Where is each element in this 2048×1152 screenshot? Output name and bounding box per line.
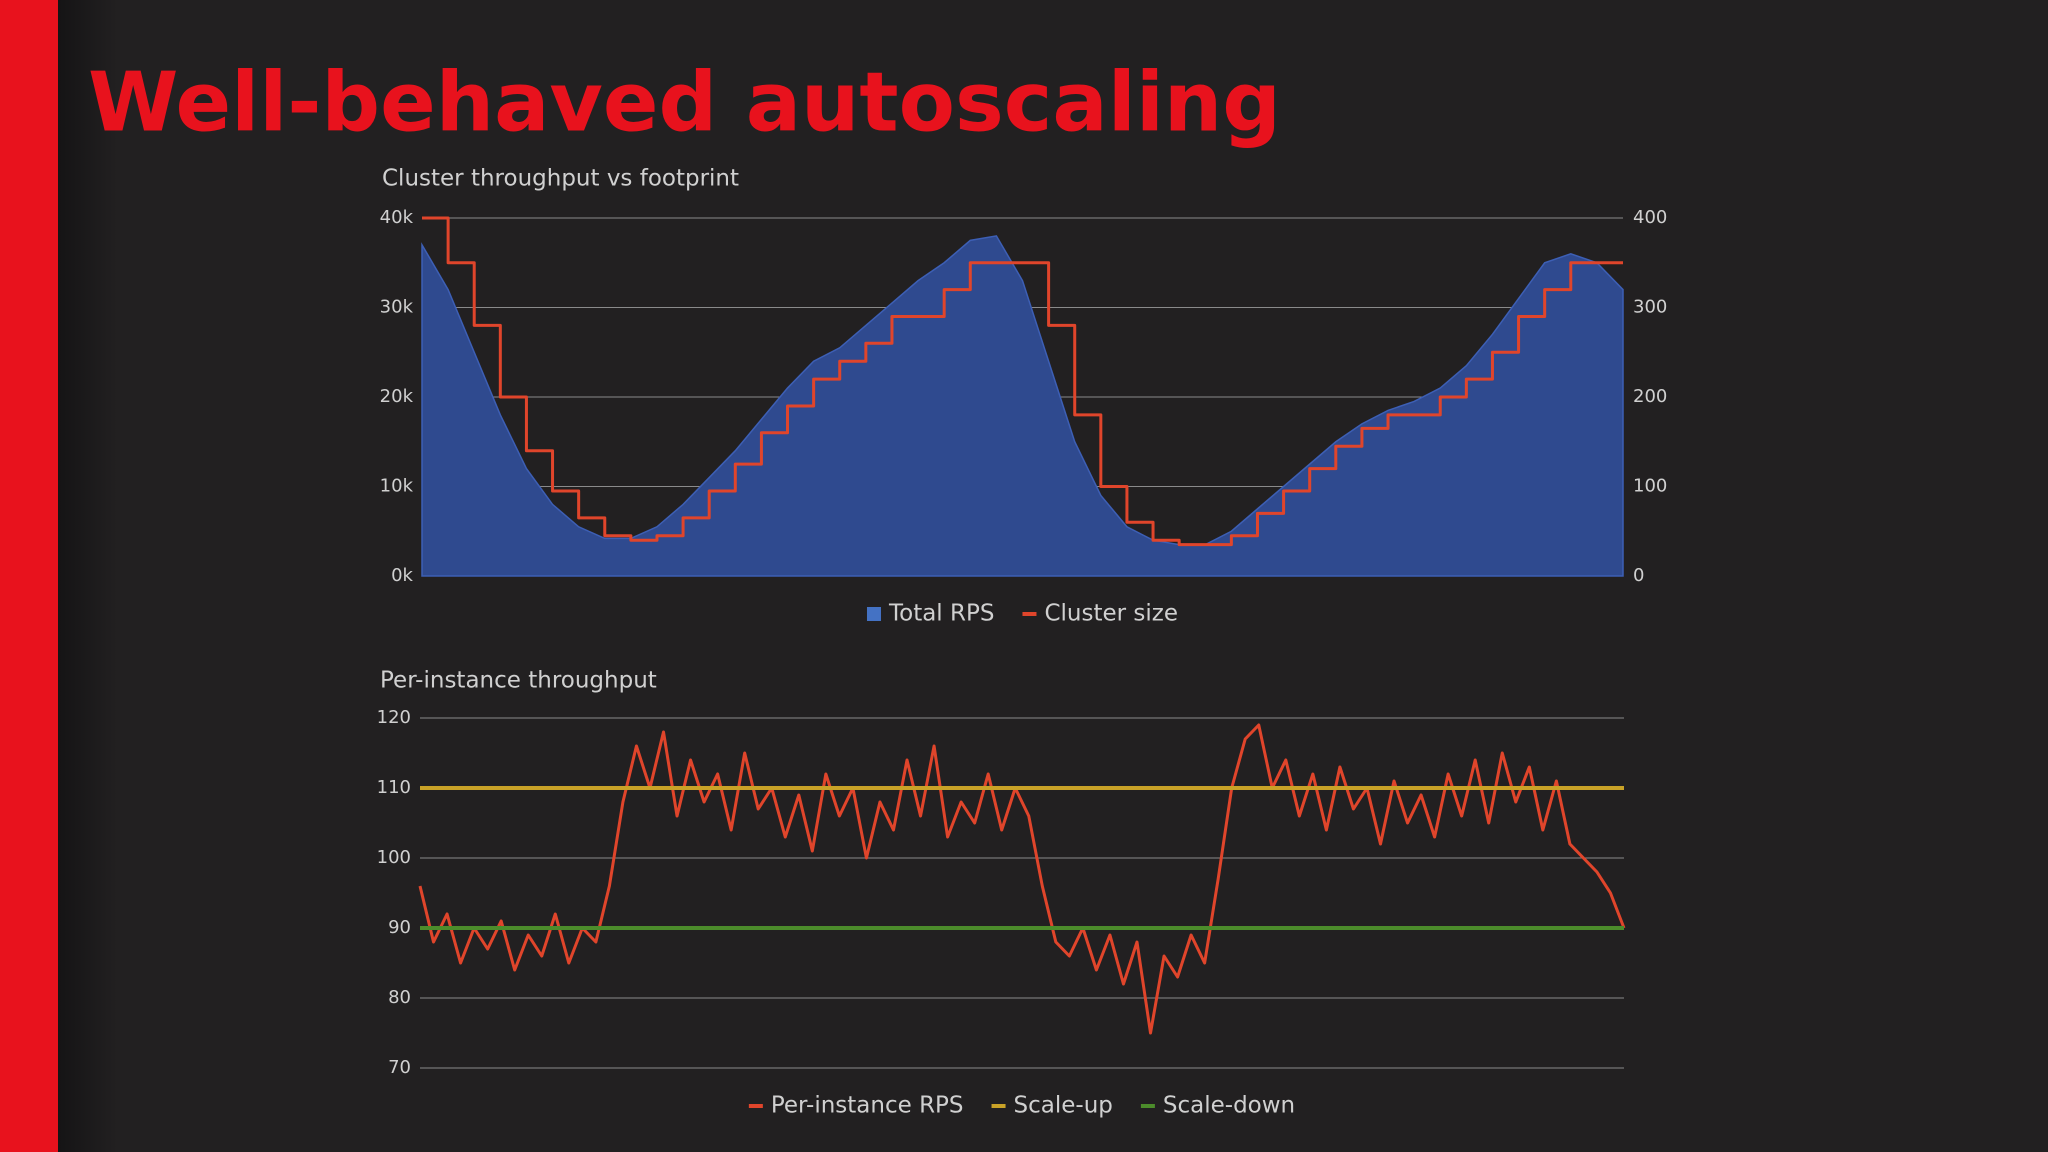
y-tick-label: 80	[388, 987, 411, 1008]
y-tick-label: 70	[388, 1057, 411, 1078]
area	[421, 235, 1624, 577]
accent-bar	[0, 0, 58, 1152]
chart-subtitle: Per-instance throughput	[380, 668, 657, 694]
y2-tick-label: 300	[1633, 297, 1667, 318]
y2-tick-label: 100	[1633, 476, 1667, 497]
y2-tick-label: 400	[1633, 207, 1667, 228]
legend-label: Cluster size	[1044, 601, 1178, 627]
y-tick-label: 110	[377, 777, 411, 798]
y-tick-label: 90	[388, 917, 411, 938]
line	[418, 723, 1626, 1035]
legend-marker	[866, 607, 881, 621]
chart-subtitle: Cluster throughput vs footprint	[382, 166, 739, 192]
legend-marker	[748, 1104, 763, 1108]
y2-tick-label: 200	[1633, 386, 1667, 407]
y-tick-label: 20k	[380, 386, 414, 407]
y-tick-label: 100	[377, 847, 411, 868]
y-tick-label: 0k	[391, 565, 413, 586]
y-tick-label: 40k	[380, 207, 414, 228]
y-tick-label: 120	[377, 707, 411, 728]
line	[422, 216, 1623, 547]
legend-label: Per-instance RPS	[771, 1093, 964, 1119]
y-tick-label: 30k	[380, 297, 414, 318]
legend-label: Scale-down	[1163, 1093, 1295, 1119]
legend-marker	[991, 1104, 1006, 1108]
y2-tick-label: 0	[1633, 565, 1644, 586]
y-tick-label: 10k	[380, 476, 414, 497]
shadow	[58, 0, 118, 1152]
legend-label: Total RPS	[888, 601, 994, 627]
legend-marker	[1022, 612, 1037, 616]
slide-title: Well-behaved autoscaling	[88, 55, 1281, 150]
legend-marker	[1140, 1104, 1155, 1108]
legend-label: Scale-up	[1014, 1093, 1113, 1119]
